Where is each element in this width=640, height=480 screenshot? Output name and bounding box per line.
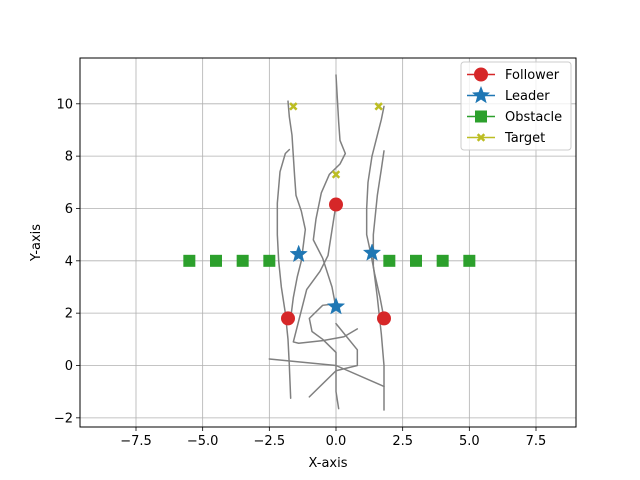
x-tick-label: 5.0 [459,434,480,449]
x-axis-label: X-axis [309,456,348,471]
obstacle-marker [263,254,276,267]
leader-marker [362,243,382,261]
markers [183,102,476,326]
trajectory-line [372,150,385,411]
x-ticks: −7.5 −5.0 −2.5 0.0 2.5 5.0 7.5 [120,427,546,449]
y-tick-label: −2 [54,411,73,426]
target-marker [331,170,341,179]
y-tick-label: 6 [65,202,73,217]
legend-leader-marker [471,85,491,104]
leader-marker [326,296,346,315]
trajectory-line [312,74,347,309]
obstacle-marker [410,254,422,267]
follower-marker [377,311,391,326]
x-tick-label: −5.0 [187,434,219,449]
trajectory-line [292,203,359,345]
obstacle-marker [183,254,196,267]
y-tick-label: 0 [65,359,73,374]
legend-box [460,61,572,151]
target-marker [374,102,383,111]
obstacle-marker [210,254,222,267]
target-marker [289,102,298,111]
trajectory-line [365,105,385,320]
legend-obstacle-marker [475,110,487,123]
y-tick-label: 10 [56,97,73,112]
trajectory-line [308,322,359,398]
legend-label: Target [504,131,545,146]
y-tick-label: 8 [65,150,73,165]
x-tick-label: −7.5 [120,434,152,449]
y-tick-label: 2 [65,307,73,322]
follower-marker [281,311,295,326]
trajectory-line [276,148,292,399]
leader-marker [289,244,308,263]
legend-target-marker [476,133,486,142]
obstacle-marker [436,254,449,267]
legend-follower-marker [474,67,488,82]
x-tick-label: 0.0 [326,434,347,449]
plot-area-frame [79,57,577,428]
y-ticks: −2 0 2 4 6 8 10 [54,97,80,426]
legend: Follower Leader Obstacle Target [460,61,572,151]
trajectories [268,74,385,411]
trajectory-line [268,358,385,388]
trajectory-line [308,303,340,410]
follower-marker [329,197,343,212]
obstacle-marker [463,254,476,267]
y-axis-label: Y-axis [29,224,44,262]
x-tick-label: 7.5 [526,434,547,449]
obstacle-marker [383,254,396,267]
legend-label: Obstacle [505,110,562,125]
legend-label: Follower [505,68,560,83]
y-tick-label: 4 [65,254,73,269]
x-tick-label: −2.5 [254,434,286,449]
legend-label: Leader [505,89,550,104]
trajectory-line [287,100,307,320]
obstacle-marker [236,254,249,267]
x-tick-label: 2.5 [392,434,413,449]
